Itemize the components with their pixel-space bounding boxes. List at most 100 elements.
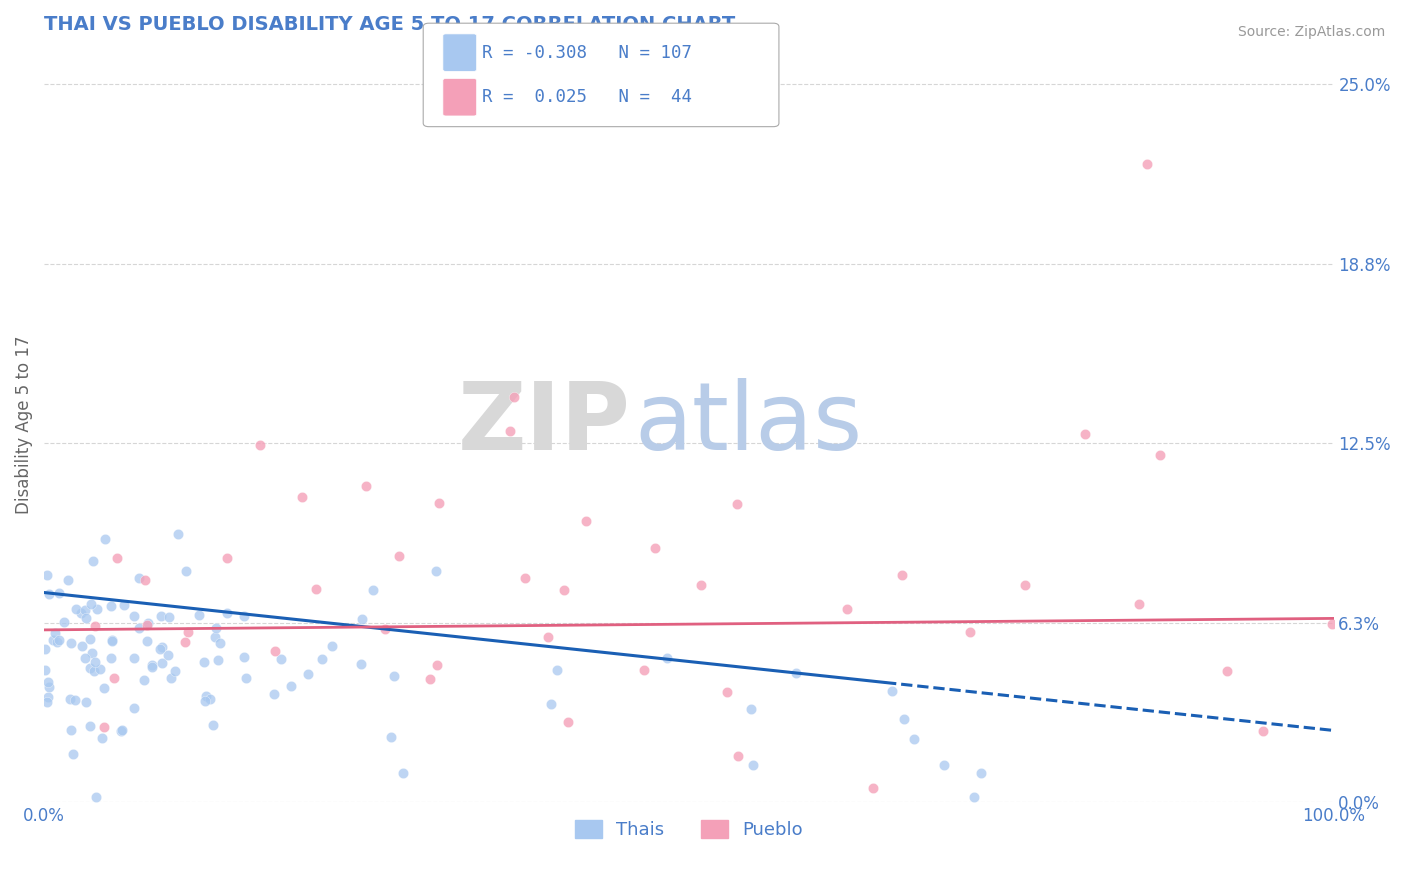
Point	[1135, 157, 1157, 171]
Point	[141, 659, 163, 673]
Point	[37, 568, 59, 582]
Point	[82, 554, 104, 568]
Point	[42, 632, 65, 647]
Point	[167, 527, 190, 541]
Point	[112, 598, 135, 612]
Point	[38, 587, 60, 601]
Point	[65, 602, 87, 616]
Point	[101, 634, 124, 648]
Point	[499, 424, 522, 438]
Point	[280, 680, 302, 694]
Point	[263, 688, 285, 702]
Point	[969, 766, 991, 780]
Point	[82, 646, 104, 660]
Point	[136, 616, 159, 631]
Point	[785, 665, 807, 680]
Point	[75, 611, 97, 625]
Point	[419, 672, 441, 686]
Point	[93, 681, 115, 695]
Point	[135, 634, 157, 648]
Point	[60, 723, 83, 738]
Point	[546, 663, 568, 677]
Point	[1216, 664, 1239, 678]
Point	[37, 690, 59, 704]
Point	[356, 479, 378, 493]
Point	[655, 651, 678, 665]
Point	[75, 603, 97, 617]
Point	[135, 618, 157, 632]
Point	[111, 723, 134, 738]
Point	[862, 780, 884, 795]
Point	[204, 621, 226, 635]
Point	[1251, 724, 1274, 739]
Point	[633, 663, 655, 677]
Point	[79, 719, 101, 733]
Point	[391, 765, 413, 780]
Point	[70, 607, 93, 621]
Point	[727, 497, 749, 511]
Point	[204, 630, 226, 644]
Point	[1320, 617, 1343, 632]
Point	[513, 571, 536, 585]
Point	[1014, 578, 1036, 592]
Point	[46, 634, 69, 648]
Point	[575, 515, 598, 529]
Point	[44, 626, 66, 640]
Point	[270, 652, 292, 666]
Point	[177, 625, 200, 640]
Point	[963, 789, 986, 804]
Point	[84, 619, 107, 633]
Point	[157, 648, 180, 663]
Point	[304, 582, 326, 597]
Point	[557, 715, 579, 730]
Point	[536, 631, 558, 645]
Point	[644, 541, 666, 555]
Point	[134, 573, 156, 587]
Point	[141, 658, 163, 673]
Point	[34, 663, 56, 677]
Point	[263, 644, 285, 658]
Point	[207, 653, 229, 667]
Point	[291, 491, 314, 505]
Point	[73, 651, 96, 665]
Point	[149, 608, 172, 623]
Point	[103, 671, 125, 685]
Point	[80, 597, 103, 611]
Point	[427, 496, 450, 510]
Text: Source: ZipAtlas.com: Source: ZipAtlas.com	[1237, 25, 1385, 39]
Point	[716, 685, 738, 699]
Text: ZIP: ZIP	[458, 378, 631, 470]
Point	[1149, 448, 1171, 462]
Point	[553, 583, 575, 598]
Point	[194, 694, 217, 708]
Point	[740, 702, 762, 716]
Point	[59, 692, 82, 706]
Point	[101, 633, 124, 648]
Point	[382, 668, 405, 682]
Point	[37, 675, 59, 690]
Point	[352, 612, 374, 626]
Point	[174, 564, 197, 578]
Point	[934, 757, 956, 772]
Point	[193, 655, 215, 669]
Point	[891, 567, 914, 582]
Point	[311, 652, 333, 666]
Point	[690, 577, 713, 591]
Point	[880, 684, 903, 698]
Point	[321, 639, 343, 653]
Point	[122, 651, 145, 665]
Point	[388, 549, 411, 563]
Text: atlas: atlas	[634, 378, 863, 470]
Point	[58, 573, 80, 587]
Point	[741, 758, 763, 772]
Point	[37, 695, 59, 709]
Point	[1074, 426, 1097, 441]
Point	[132, 673, 155, 687]
Point	[79, 632, 101, 647]
Point	[128, 621, 150, 635]
Point	[837, 601, 859, 615]
Point	[540, 697, 562, 711]
Point	[727, 748, 749, 763]
Point	[100, 651, 122, 665]
Text: R =  0.025   N =  44: R = 0.025 N = 44	[482, 88, 692, 106]
